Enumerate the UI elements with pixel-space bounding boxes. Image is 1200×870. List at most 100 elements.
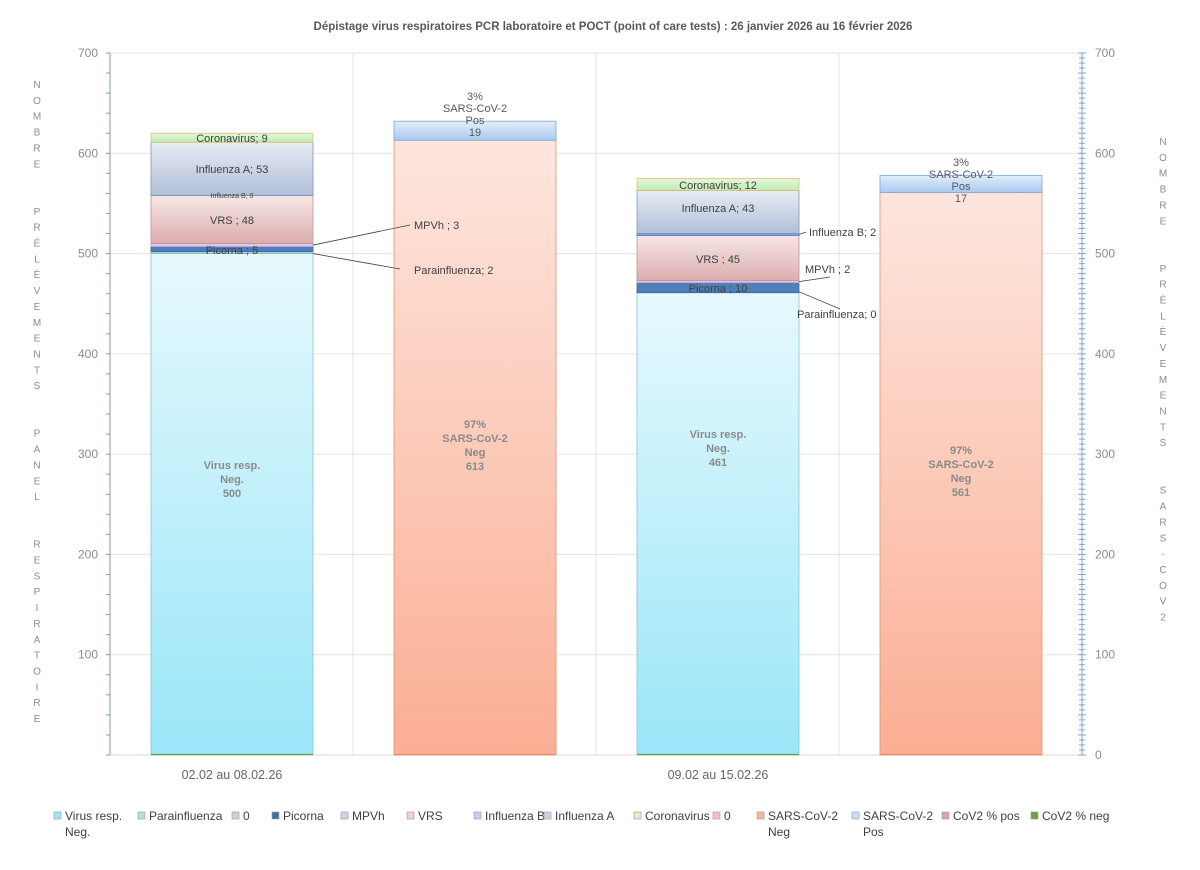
legend-swatch bbox=[271, 811, 280, 820]
legend-swatch bbox=[473, 811, 482, 820]
y-axis-title-right-letter: C bbox=[1159, 565, 1166, 576]
data-label: Influenza A; 53 bbox=[196, 164, 269, 176]
x-category-label: 09.02 au 15.02.26 bbox=[668, 768, 769, 782]
bar-segment-coronavirus bbox=[636, 177, 800, 191]
legend-swatch bbox=[340, 811, 349, 820]
y-right-tick-label: 0 bbox=[1095, 748, 1102, 762]
y-axis-title-right-letter: E bbox=[1160, 216, 1167, 227]
data-label: Picorna ; 10 bbox=[689, 283, 748, 295]
data-label: Parainfluenza; 0 bbox=[797, 309, 877, 321]
data-label: Neg bbox=[465, 447, 486, 459]
data-label: Virus resp. bbox=[204, 460, 261, 472]
y-axis-title-left-letter: P bbox=[34, 207, 41, 218]
data-label: MPVh ; 3 bbox=[414, 220, 459, 232]
legend-label-line: CoV2 % neg bbox=[1042, 809, 1109, 823]
bar-segment-vrs bbox=[150, 195, 314, 244]
legend-item: Virus resp. Neg. bbox=[53, 809, 122, 839]
y-axis-title-right-letter: È bbox=[1160, 325, 1167, 338]
data-label: SARS-CoV-2 bbox=[443, 103, 507, 115]
y-axis-title-left-letter: L bbox=[34, 254, 40, 265]
y-right-tick-label: 300 bbox=[1095, 447, 1115, 461]
y-left-tick-label: 400 bbox=[78, 347, 98, 361]
leader-line bbox=[798, 291, 841, 310]
data-label: Picorna ; 5 bbox=[206, 245, 259, 257]
legend-label-line: CoV2 % pos bbox=[953, 809, 1020, 823]
y-axis-title-right-letter: T bbox=[1160, 422, 1166, 433]
y-right-tick-label: 500 bbox=[1095, 247, 1115, 261]
legend-item: Influenza B bbox=[473, 809, 545, 823]
bar-segment-vrs bbox=[636, 235, 800, 282]
y-axis-title-left-letter: S bbox=[34, 381, 41, 392]
legend-label-line: Pos bbox=[863, 825, 884, 839]
y-right-tick-label: 700 bbox=[1095, 46, 1115, 60]
data-label: Coronavirus; 12 bbox=[679, 180, 757, 192]
y-axis-title-left-letter: T bbox=[34, 365, 40, 376]
legend-label: 0 bbox=[243, 809, 250, 823]
data-label: 500 bbox=[223, 488, 241, 500]
legend-swatch bbox=[53, 811, 62, 820]
bar-segment-virus-resp-neg- bbox=[150, 253, 314, 756]
legend-item: SARS-CoV-2 Neg bbox=[756, 809, 838, 839]
legend-label: Picorna bbox=[283, 809, 324, 823]
legend-swatch bbox=[756, 811, 765, 820]
bar-segment-coronavirus bbox=[150, 132, 314, 143]
legend-swatch bbox=[712, 811, 721, 820]
data-label: 97% bbox=[464, 419, 486, 431]
data-label: SARS-CoV-2 bbox=[929, 169, 993, 181]
y-left-tick-label: 100 bbox=[78, 648, 98, 662]
legend-label-line: 0 bbox=[724, 809, 731, 823]
y-axis-title-right-letter: N bbox=[1159, 406, 1166, 417]
y-axis-title-right-letter: R bbox=[1159, 280, 1166, 291]
legend-swatch bbox=[633, 811, 642, 820]
y-axis-title-left-letter: I bbox=[36, 682, 39, 693]
y-axis-title-right-letter: L bbox=[1160, 311, 1166, 322]
leader-line bbox=[798, 231, 807, 235]
y-axis-title-left-letter: E bbox=[34, 714, 41, 725]
y-right-tick-label: 200 bbox=[1095, 547, 1115, 561]
legend-label-line: Neg. bbox=[65, 825, 90, 839]
data-label: Influenza B; 0 bbox=[211, 193, 254, 200]
legend-label-line: Coronavirus bbox=[645, 809, 710, 823]
legend-swatch bbox=[137, 811, 146, 820]
data-label: 561 bbox=[952, 487, 970, 499]
bar-segment-sars-cov-2-pos bbox=[879, 174, 1043, 193]
legend-item: Picorna bbox=[271, 809, 324, 823]
data-label: Influenza B; 2 bbox=[809, 227, 876, 239]
y-axis-title-right-letter: M bbox=[1159, 169, 1167, 180]
axis-titles: NOMBREPRÉLÈVEMENTSPANELRESPIRATOIRENOMBR… bbox=[33, 80, 1167, 725]
y-axis-title-left-letter: N bbox=[33, 349, 40, 360]
legend-item: CoV2 % neg bbox=[1030, 809, 1109, 823]
y-axis-title-right-letter: V bbox=[1160, 597, 1167, 608]
y-axis-title-left-letter: R bbox=[33, 619, 40, 630]
legend-item: MPVh bbox=[340, 809, 385, 823]
y-axis-title-left-letter: A bbox=[34, 635, 41, 646]
y-axis-title-right-letter: S bbox=[1160, 438, 1167, 449]
x-category-label: 02.02 au 08.02.26 bbox=[182, 768, 283, 782]
y-axis-title-right-letter: O bbox=[1159, 153, 1167, 164]
legend-label-line: Parainfluenza bbox=[149, 809, 223, 823]
y-axis-title-right-letter: - bbox=[1161, 549, 1164, 560]
y-axis-title-left-letter: M bbox=[33, 112, 41, 123]
leader-line bbox=[312, 224, 411, 246]
data-labels: Virus resp. Neg. 500 Picorna ; 5 VRS ; 48 Inf… bbox=[196, 91, 994, 500]
y-axis-title-left-letter: L bbox=[34, 492, 40, 503]
legend-label-line: Influenza B bbox=[485, 809, 545, 823]
y-left-tick-label: 600 bbox=[78, 146, 98, 160]
data-label: 461 bbox=[709, 457, 727, 469]
legend-item: SARS-CoV-2 Pos bbox=[851, 809, 933, 839]
data-label: 19 bbox=[469, 127, 481, 139]
legend-swatch bbox=[543, 811, 552, 820]
legend-label-line: Neg bbox=[768, 825, 790, 839]
y-axis-title-right-letter: V bbox=[1160, 343, 1167, 354]
data-label: SARS-CoV-2 bbox=[928, 459, 993, 471]
legend-label: Influenza A bbox=[555, 809, 614, 823]
data-label: Neg. bbox=[706, 443, 730, 455]
legend-label-line: Virus resp. bbox=[65, 809, 122, 823]
data-label: VRS ; 48 bbox=[210, 215, 254, 227]
data-label: VRS ; 45 bbox=[696, 254, 740, 266]
legend-item: Coronavirus bbox=[633, 809, 710, 823]
legend-item: Influenza A bbox=[543, 809, 614, 823]
data-label: Coronavirus; 9 bbox=[196, 133, 268, 145]
y-axis-title-right-letter: S bbox=[1160, 486, 1167, 497]
